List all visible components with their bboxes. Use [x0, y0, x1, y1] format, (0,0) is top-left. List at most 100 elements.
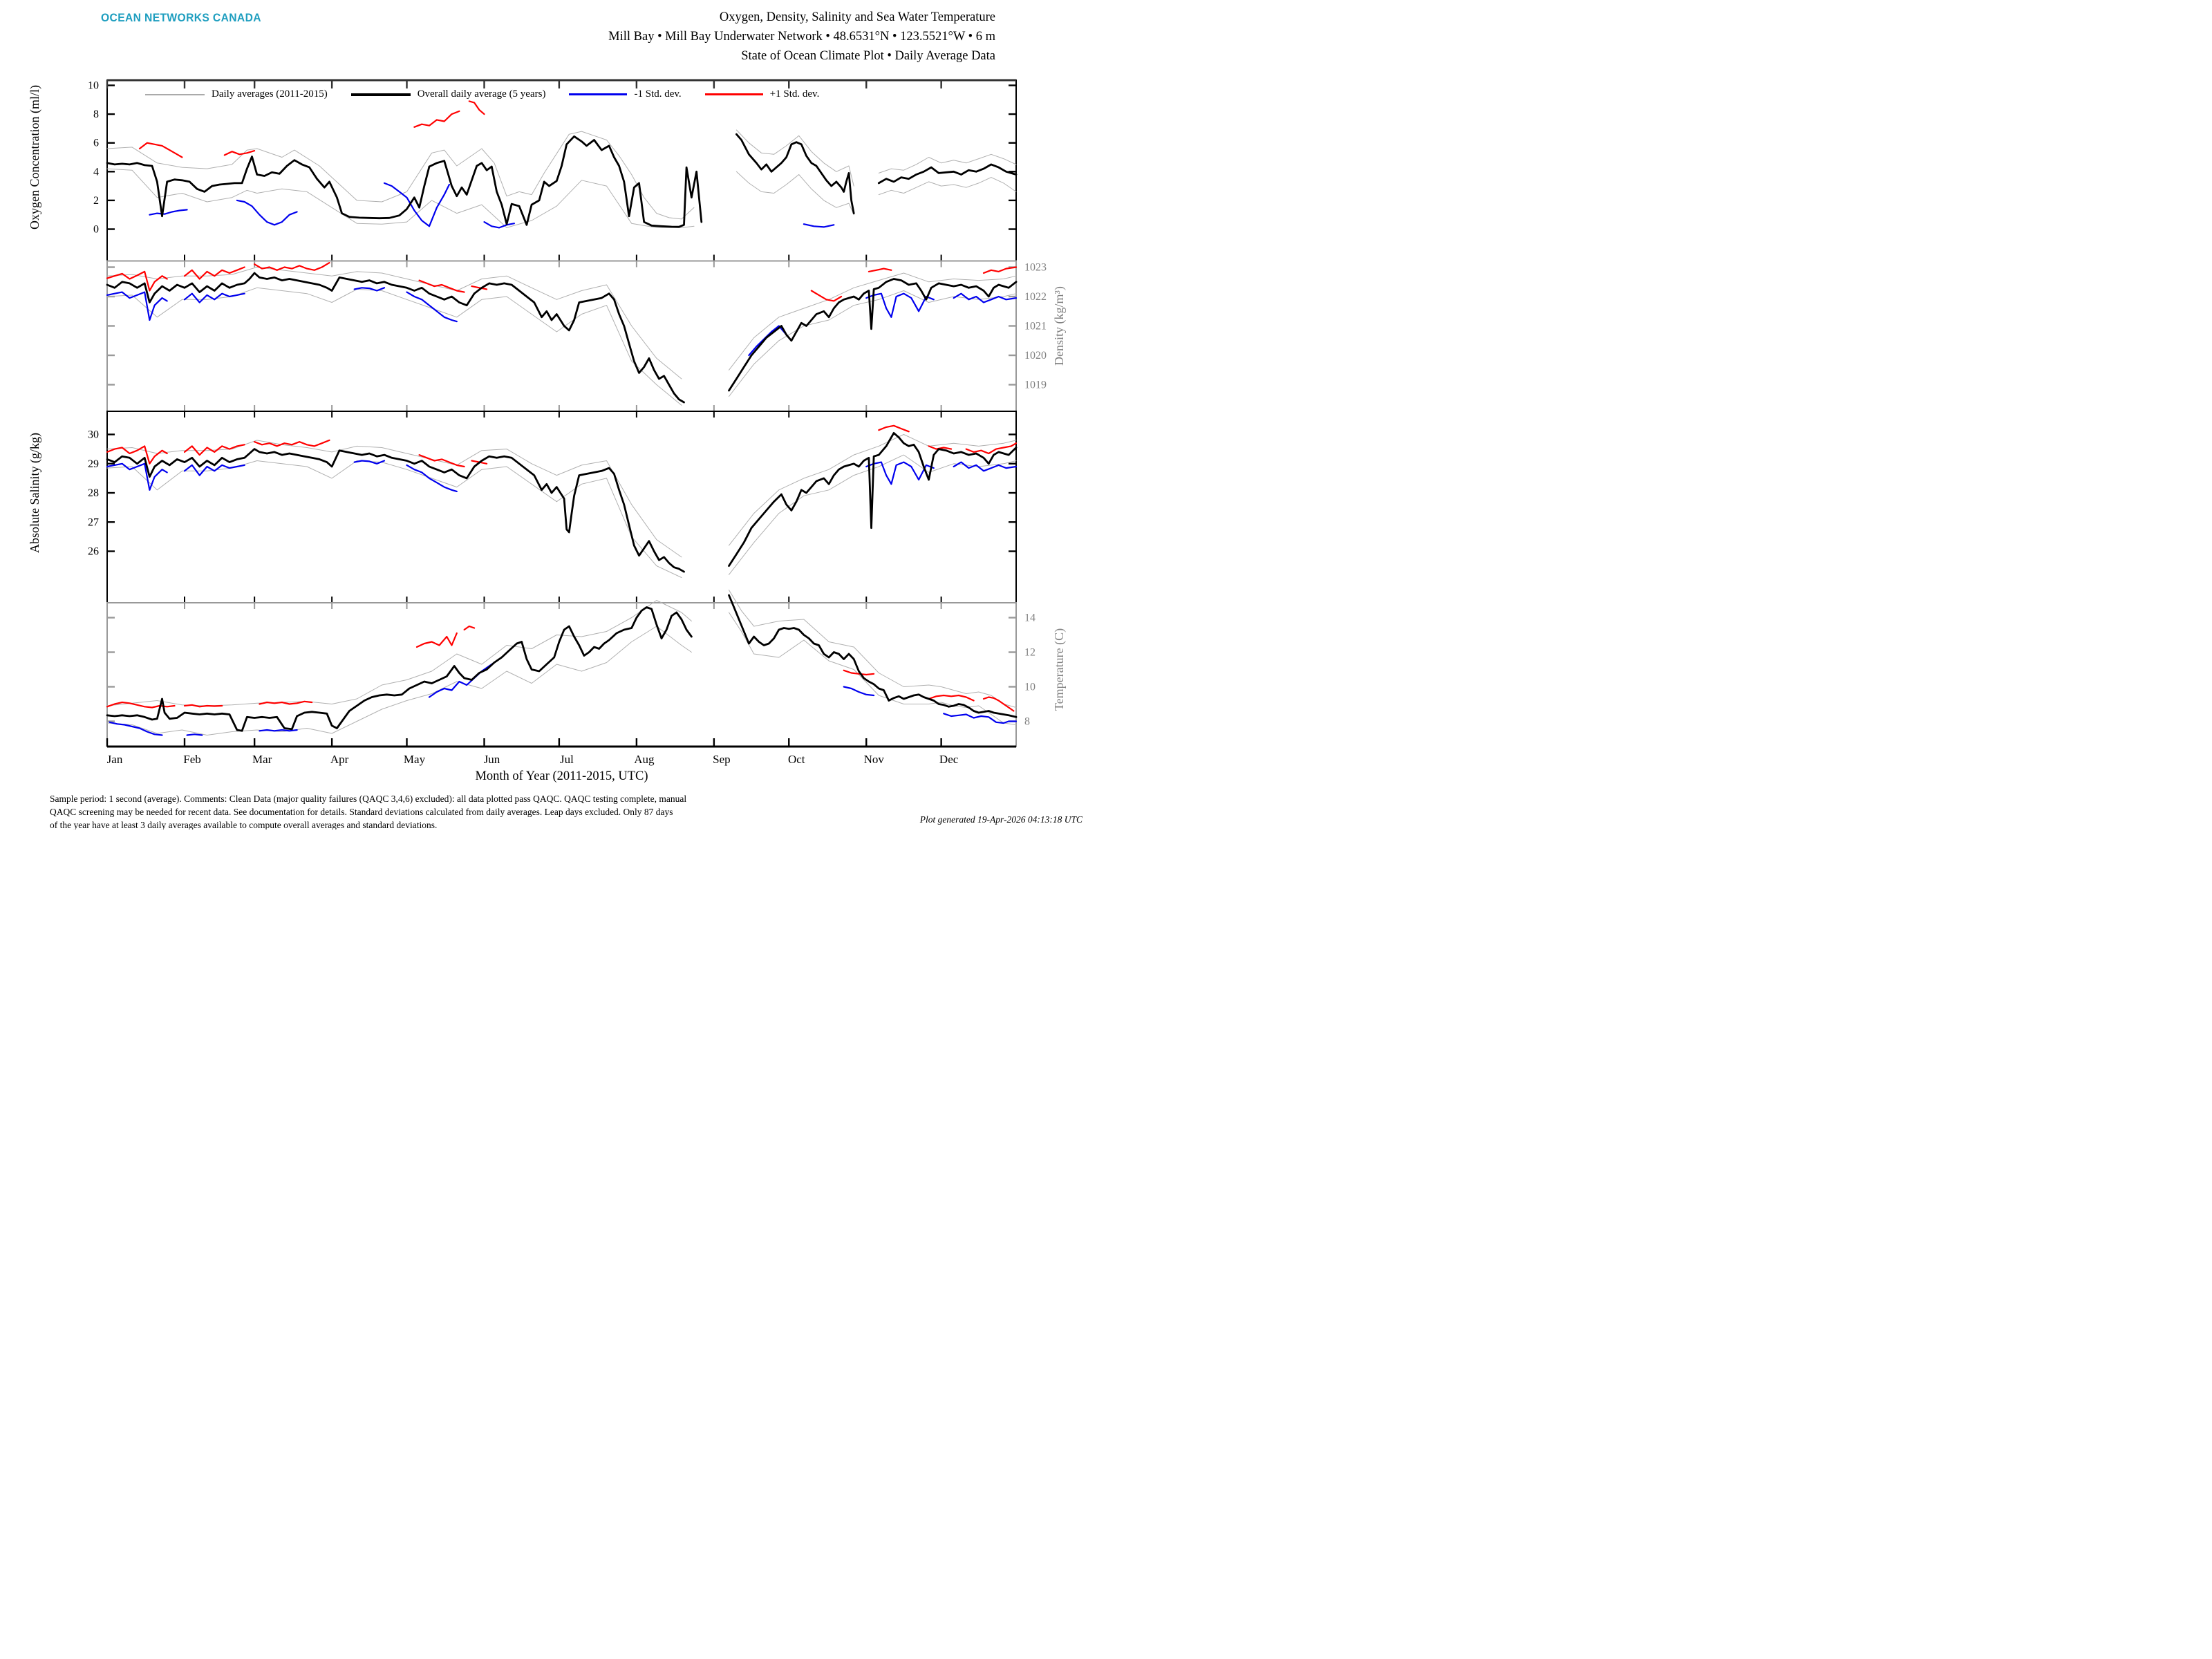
series-overall-temperature — [728, 594, 1018, 718]
tick-label-salinity: 30 — [88, 429, 99, 441]
series-daily_upper-salinity — [729, 434, 1017, 546]
month-label-Jan: Jan — [107, 753, 123, 766]
month-label-Jun: Jun — [484, 753, 500, 766]
month-label-Apr: Apr — [330, 753, 349, 766]
legend-label: Daily averages (2011-2015) — [212, 88, 328, 100]
daily-averages-line-swatch — [145, 93, 205, 95]
series-minus1std-oxygen — [803, 223, 835, 228]
series-plus1std-oxygen — [468, 100, 485, 115]
axis-label-density: Density (kg/m³) — [1052, 286, 1067, 366]
series-plus1std-density — [810, 290, 843, 302]
series-overall-oxygen — [877, 163, 1018, 185]
title-line-1: Oxygen, Density, Salinity and Sea Water … — [719, 10, 995, 24]
series-minus1std-density — [353, 287, 386, 292]
tick-label-salinity: 28 — [88, 487, 99, 499]
overall-average-line-swatch — [350, 93, 411, 96]
series-daily_upper-temperature — [106, 600, 692, 706]
soo-climate-plot-page: { "header": { "logo": "OCEAN NETWORKS CA… — [0, 0, 1106, 830]
minus-std-line-swatch — [569, 93, 628, 95]
series-minus1std-temperature — [843, 686, 875, 697]
tick-label-oxygen: 8 — [93, 109, 99, 120]
tick-label-density: 1022 — [1024, 291, 1047, 303]
series-minus1std-oxygen — [149, 209, 188, 216]
month-label-Mar: Mar — [252, 753, 272, 766]
series-plus1std-temperature — [982, 696, 1015, 712]
series-plus1std-density — [982, 266, 1018, 274]
plot-generated-timestamp: Plot generated 19-Apr-2026 04:13:18 UTC — [919, 814, 1082, 825]
tick-label-salinity: 27 — [88, 516, 99, 528]
series-minus1std-oxygen — [383, 182, 451, 227]
series-minus1std-salinity — [106, 462, 168, 491]
series-minus1std-density — [865, 292, 935, 318]
series-plus1std-density — [471, 285, 488, 290]
series-plus1std-density — [418, 279, 465, 293]
series-plus1std-density — [254, 262, 330, 271]
tick-label-oxygen: 10 — [88, 80, 99, 92]
legend-label: -1 Std. dev. — [634, 88, 682, 100]
tick-label-temperature: 10 — [1024, 682, 1035, 693]
series-minus1std-density — [953, 292, 1018, 303]
series-plus1std-temperature — [415, 632, 458, 648]
footer-comments: Sample period: 1 second (average). Comme… — [50, 792, 845, 830]
series-daily_lower-salinity — [106, 460, 682, 578]
x-axis-label: Month of Year (2011-2015, UTC) — [475, 769, 648, 783]
month-label-Sep: Sep — [713, 753, 731, 766]
series-minus1std-salinity — [865, 461, 935, 485]
series-plus1std-density — [106, 270, 168, 292]
ocean-networks-canada-logo: OCEAN NETWORKS CANADA — [101, 11, 261, 24]
tick-label-density: 1020 — [1024, 350, 1047, 362]
footer-line-1: Sample period: 1 second (average). Comme… — [50, 794, 687, 804]
series-plus1std-salinity — [878, 424, 910, 433]
series-overall-density — [106, 272, 685, 404]
tick-label-oxygen: 0 — [93, 224, 99, 236]
chart-area: 0 2 4 6 8 10 Oxygen Concentration (ml/l) 1019 10… — [0, 0, 1106, 830]
month-label-Jul: Jul — [560, 753, 574, 766]
plus-std-line-swatch — [704, 93, 763, 95]
subplot-frame-oxygen — [106, 79, 1017, 262]
axis-label-temperature: Temperature (C) — [1052, 628, 1067, 711]
series-plus1std-temperature — [463, 625, 476, 631]
series-daily_lower-density — [106, 287, 682, 406]
month-label-Nov: Nov — [864, 753, 885, 766]
series-overall-salinity — [728, 432, 1018, 567]
series-plus1std-oxygen — [223, 150, 256, 156]
series-plus1std-density — [183, 266, 245, 280]
series-daily_upper-temperature — [729, 590, 1017, 708]
series-overall-oxygen — [735, 133, 855, 215]
series-daily_upper-density — [729, 272, 1017, 371]
footer-line-2: QAQC screening may be needed for recent … — [50, 807, 673, 818]
series-daily_upper-oxygen — [878, 153, 1017, 174]
legend-label: +1 Std. dev. — [769, 88, 820, 100]
tick-label-temperature: 8 — [1024, 716, 1030, 728]
title-line-2: Mill Bay • Mill Bay Underwater Network •… — [608, 29, 995, 44]
series-daily_lower-temperature — [106, 626, 692, 735]
axis-label-oxygen: Oxygen Concentration (ml/l) — [28, 85, 42, 229]
chart-legend: Daily averages (2011-2015) Overall daily… — [145, 88, 843, 100]
series-daily_lower-oxygen — [735, 171, 854, 216]
series-minus1std-salinity — [183, 464, 245, 476]
series-daily_lower-density — [729, 290, 1017, 397]
legend-label: Overall daily average (5 years) — [417, 88, 546, 100]
series-daily_lower-oxygen — [106, 168, 695, 228]
series-minus1std-temperature — [943, 713, 1018, 724]
series-plus1std-temperature — [259, 700, 313, 705]
series-plus1std-temperature — [843, 669, 875, 676]
series-plus1std-salinity — [183, 444, 245, 456]
series-minus1std-oxygen — [236, 199, 298, 226]
series-daily_upper-oxygen — [735, 129, 854, 187]
legend-item-plus-1-std-dev: +1 Std. dev. — [704, 88, 820, 100]
month-label-Dec: Dec — [939, 753, 959, 766]
tick-label-oxygen: 6 — [93, 138, 99, 149]
month-label-Aug: Aug — [634, 753, 655, 766]
plot-title-block: Oxygen, Density, Salinity and Sea Water … — [608, 8, 995, 66]
series-plus1std-oxygen — [138, 142, 183, 158]
series-minus1std-salinity — [953, 461, 1018, 472]
tick-label-density: 1023 — [1024, 262, 1047, 274]
series-minus1std-temperature — [259, 729, 298, 732]
series-minus1std-salinity — [353, 460, 386, 465]
month-label-Oct: Oct — [788, 753, 805, 766]
tick-label-oxygen: 4 — [93, 166, 99, 178]
series-minus1std-salinity — [406, 464, 458, 493]
title-line-3: State of Ocean Climate Plot • Daily Aver… — [741, 48, 995, 63]
series-plus1std-salinity — [106, 445, 168, 465]
